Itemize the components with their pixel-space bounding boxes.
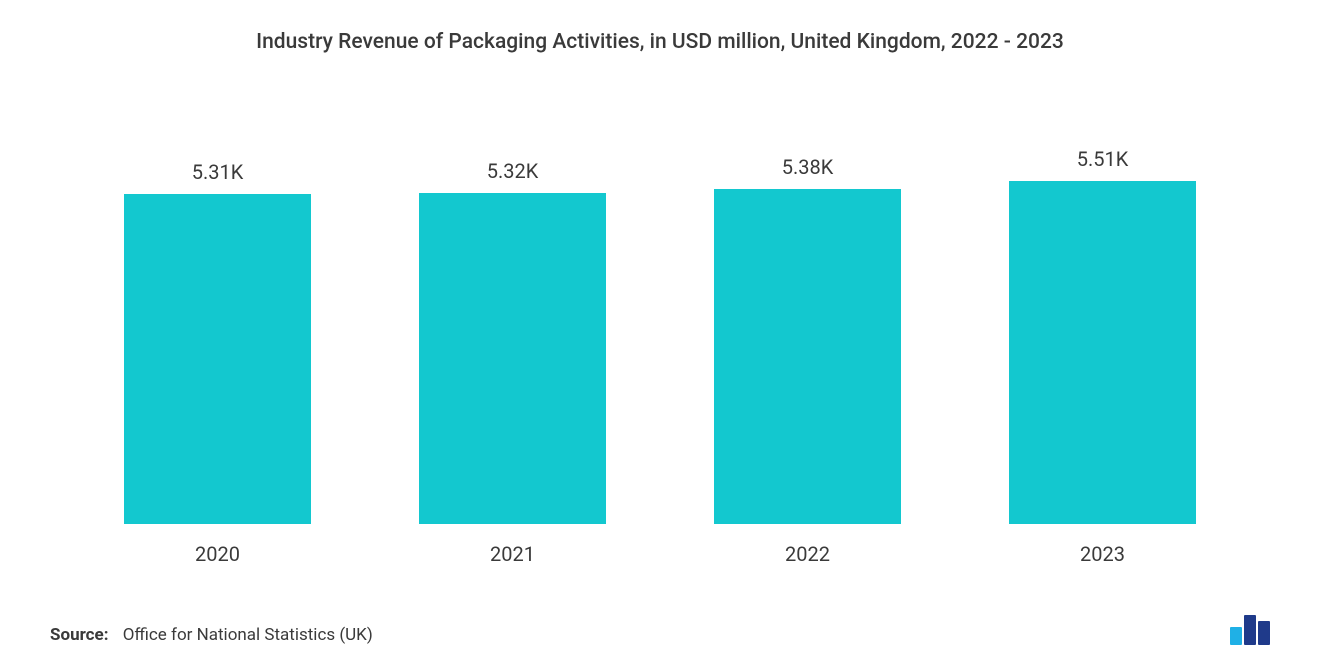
- value-label-1: 5.32K: [487, 159, 539, 183]
- logo-bar-1: [1244, 615, 1256, 645]
- plot-area: 5.31K 5.32K 5.38K 5.51K: [50, 94, 1270, 524]
- footer: Source: Office for National Statistics (…: [50, 615, 1270, 645]
- value-label-0: 5.31K: [192, 160, 244, 184]
- logo-bar-2: [1258, 621, 1270, 645]
- bar-2: [714, 189, 901, 524]
- x-tick-0: 2020: [88, 542, 348, 566]
- x-tick-2: 2022: [678, 542, 938, 566]
- bar-group-0: 5.31K: [88, 160, 348, 524]
- source-text: Office for National Statistics (UK): [123, 625, 373, 645]
- bar-group-2: 5.38K: [678, 155, 938, 524]
- x-tick-3: 2023: [973, 542, 1233, 566]
- bar-group-1: 5.32K: [383, 159, 643, 524]
- bar-3: [1009, 181, 1196, 524]
- source-label: Source:: [50, 625, 108, 645]
- x-axis: 2020 2021 2022 2023: [50, 524, 1270, 566]
- source-line: Source: Office for National Statistics (…: [50, 625, 373, 645]
- bar-group-3: 5.51K: [973, 147, 1233, 524]
- x-tick-1: 2021: [383, 542, 643, 566]
- logo-icon: [1230, 615, 1270, 645]
- value-label-2: 5.38K: [782, 155, 834, 179]
- value-label-3: 5.51K: [1077, 147, 1129, 171]
- chart-container: Industry Revenue of Packaging Activities…: [0, 0, 1320, 665]
- chart-title: Industry Revenue of Packaging Activities…: [50, 30, 1270, 54]
- bar-0: [124, 194, 311, 524]
- bar-1: [419, 193, 606, 524]
- logo-bar-0: [1230, 627, 1242, 645]
